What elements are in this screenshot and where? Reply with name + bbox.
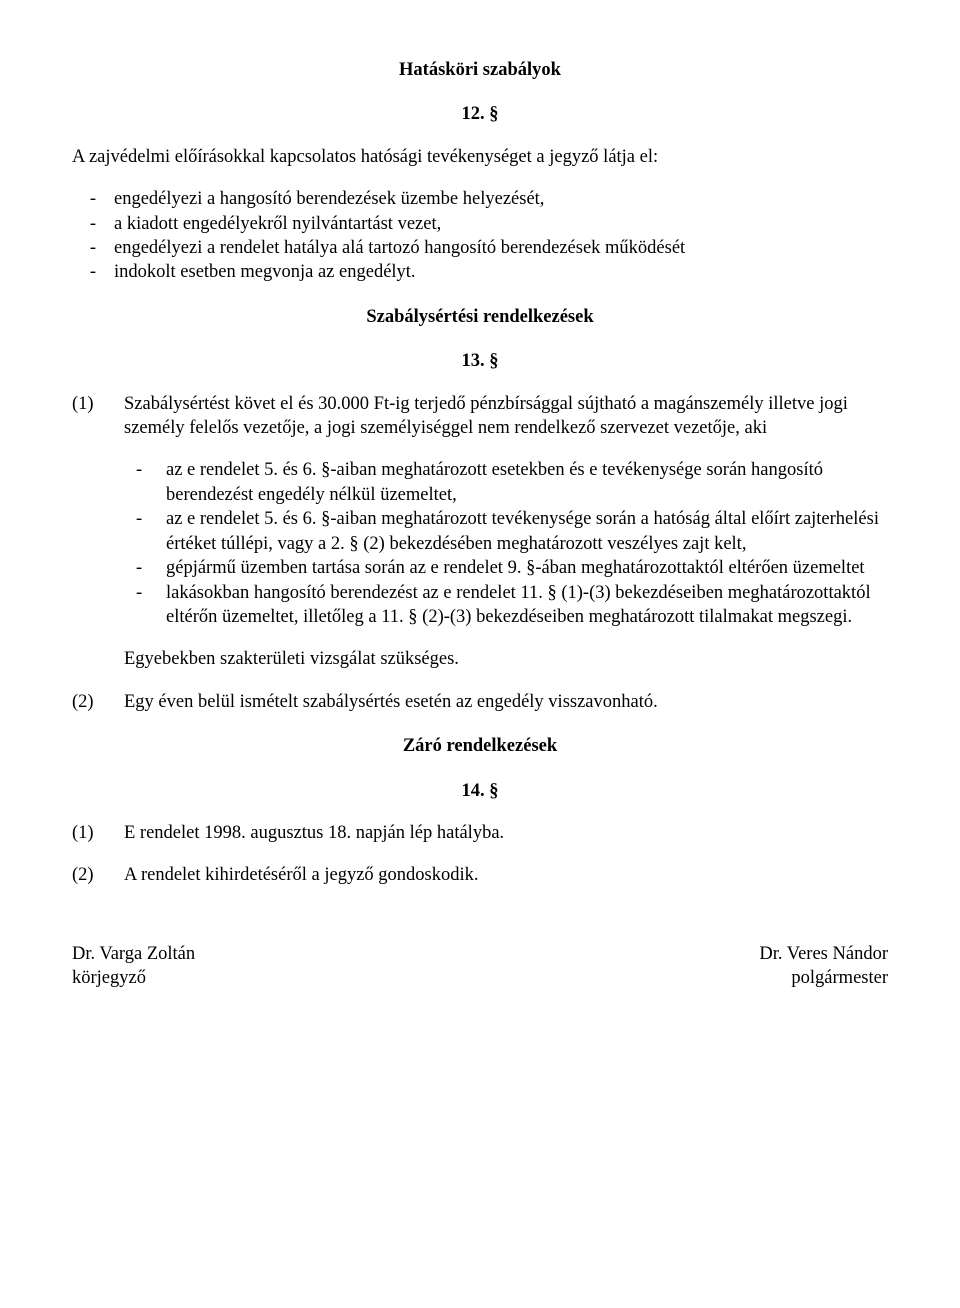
para-14-2: (2) A rendelet kihirdetéséről a jegyző g… [72,863,888,887]
dash-icon: - [124,458,166,482]
list-item: - a kiadott engedélyekről nyilvántartást… [72,212,888,236]
list-item-text: az e rendelet 5. és 6. §-aiban meghatáro… [166,507,888,556]
para-13-1-extra: Egyebekben szakterületi vizsgálat szüksé… [72,647,888,671]
list-item-text: engedélyezi a hangosító berendezések üze… [114,187,544,211]
signatures: Dr. Varga Zoltán körjegyző Dr. Veres Nán… [72,942,888,991]
list-item: - indokolt esetben megvonja az engedélyt… [72,260,888,284]
signer-title: polgármester [759,966,888,990]
para-number: (2) [72,863,124,887]
list-item: - gépjármű üzemben tartása során az e re… [124,556,888,580]
list-item: - az e rendelet 5. és 6. §-aiban meghatá… [124,507,888,556]
dash-icon: - [124,581,166,605]
dash-icon: - [72,236,114,260]
dash-icon: - [72,260,114,284]
signer-title: körjegyző [72,966,195,990]
heading-zaro: Záró rendelkezések [72,734,888,758]
list-item-text: engedélyezi a rendelet hatálya alá tarto… [114,236,685,260]
para-text: Egy éven belül ismételt szabálysértés es… [124,690,888,714]
list-item-text: gépjármű üzemben tartása során az e rend… [166,556,865,580]
para-number: (2) [72,690,124,714]
signature-left: Dr. Varga Zoltán körjegyző [72,942,195,991]
list-item-text: az e rendelet 5. és 6. §-aiban meghatáro… [166,458,888,507]
signer-name: Dr. Veres Nándor [759,942,888,966]
list-item: - az e rendelet 5. és 6. §-aiban meghatá… [124,458,888,507]
dash-icon: - [124,507,166,531]
para-text: Szabálysértést követ el és 30.000 Ft-ig … [124,392,888,441]
para-number: (1) [72,392,124,416]
para-13-1: (1) Szabálysértést követ el és 30.000 Ft… [72,392,888,441]
para-text: E rendelet 1998. augusztus 18. napján lé… [124,821,888,845]
list-item: - engedélyezi a hangosító berendezések ü… [72,187,888,211]
para-13-2: (2) Egy éven belül ismételt szabálysérté… [72,690,888,714]
signer-name: Dr. Varga Zoltán [72,942,195,966]
list-item: - engedélyezi a rendelet hatálya alá tar… [72,236,888,260]
para-number: (1) [72,821,124,845]
para-12-intro: A zajvédelmi előírásokkal kapcsolatos ha… [72,145,888,169]
list-item: - lakásokban hangosító berendezést az e … [124,581,888,630]
section-14-number: 14. § [72,779,888,803]
dash-icon: - [72,212,114,236]
para-14-1: (1) E rendelet 1998. augusztus 18. napjá… [72,821,888,845]
section-13-number: 13. § [72,349,888,373]
para-12-list: - engedélyezi a hangosító berendezések ü… [72,187,888,285]
section-12-number: 12. § [72,102,888,126]
dash-icon: - [72,187,114,211]
list-item-text: a kiadott engedélyekről nyilvántartást v… [114,212,441,236]
dash-icon: - [124,556,166,580]
signature-right: Dr. Veres Nándor polgármester [759,942,888,991]
para-13-1-list: - az e rendelet 5. és 6. §-aiban meghatá… [72,458,888,629]
heading-szabalysertesi: Szabálysértési rendelkezések [72,305,888,329]
para-text: A rendelet kihirdetéséről a jegyző gondo… [124,863,888,887]
list-item-text: indokolt esetben megvonja az engedélyt. [114,260,416,284]
list-item-text: lakásokban hangosító berendezést az e re… [166,581,888,630]
heading-hataskori: Hatásköri szabályok [72,58,888,82]
